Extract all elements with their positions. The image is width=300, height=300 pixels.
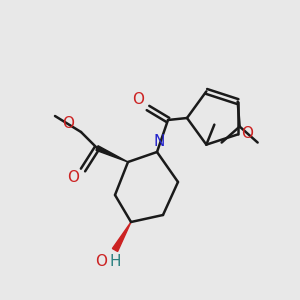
Text: O: O	[67, 170, 79, 185]
Text: N: N	[153, 134, 165, 149]
Polygon shape	[112, 222, 131, 251]
Text: O: O	[132, 92, 144, 107]
Text: O: O	[95, 254, 107, 269]
Text: H: H	[109, 254, 121, 269]
Polygon shape	[96, 146, 128, 162]
Text: O: O	[241, 126, 253, 141]
Text: O: O	[62, 116, 74, 131]
